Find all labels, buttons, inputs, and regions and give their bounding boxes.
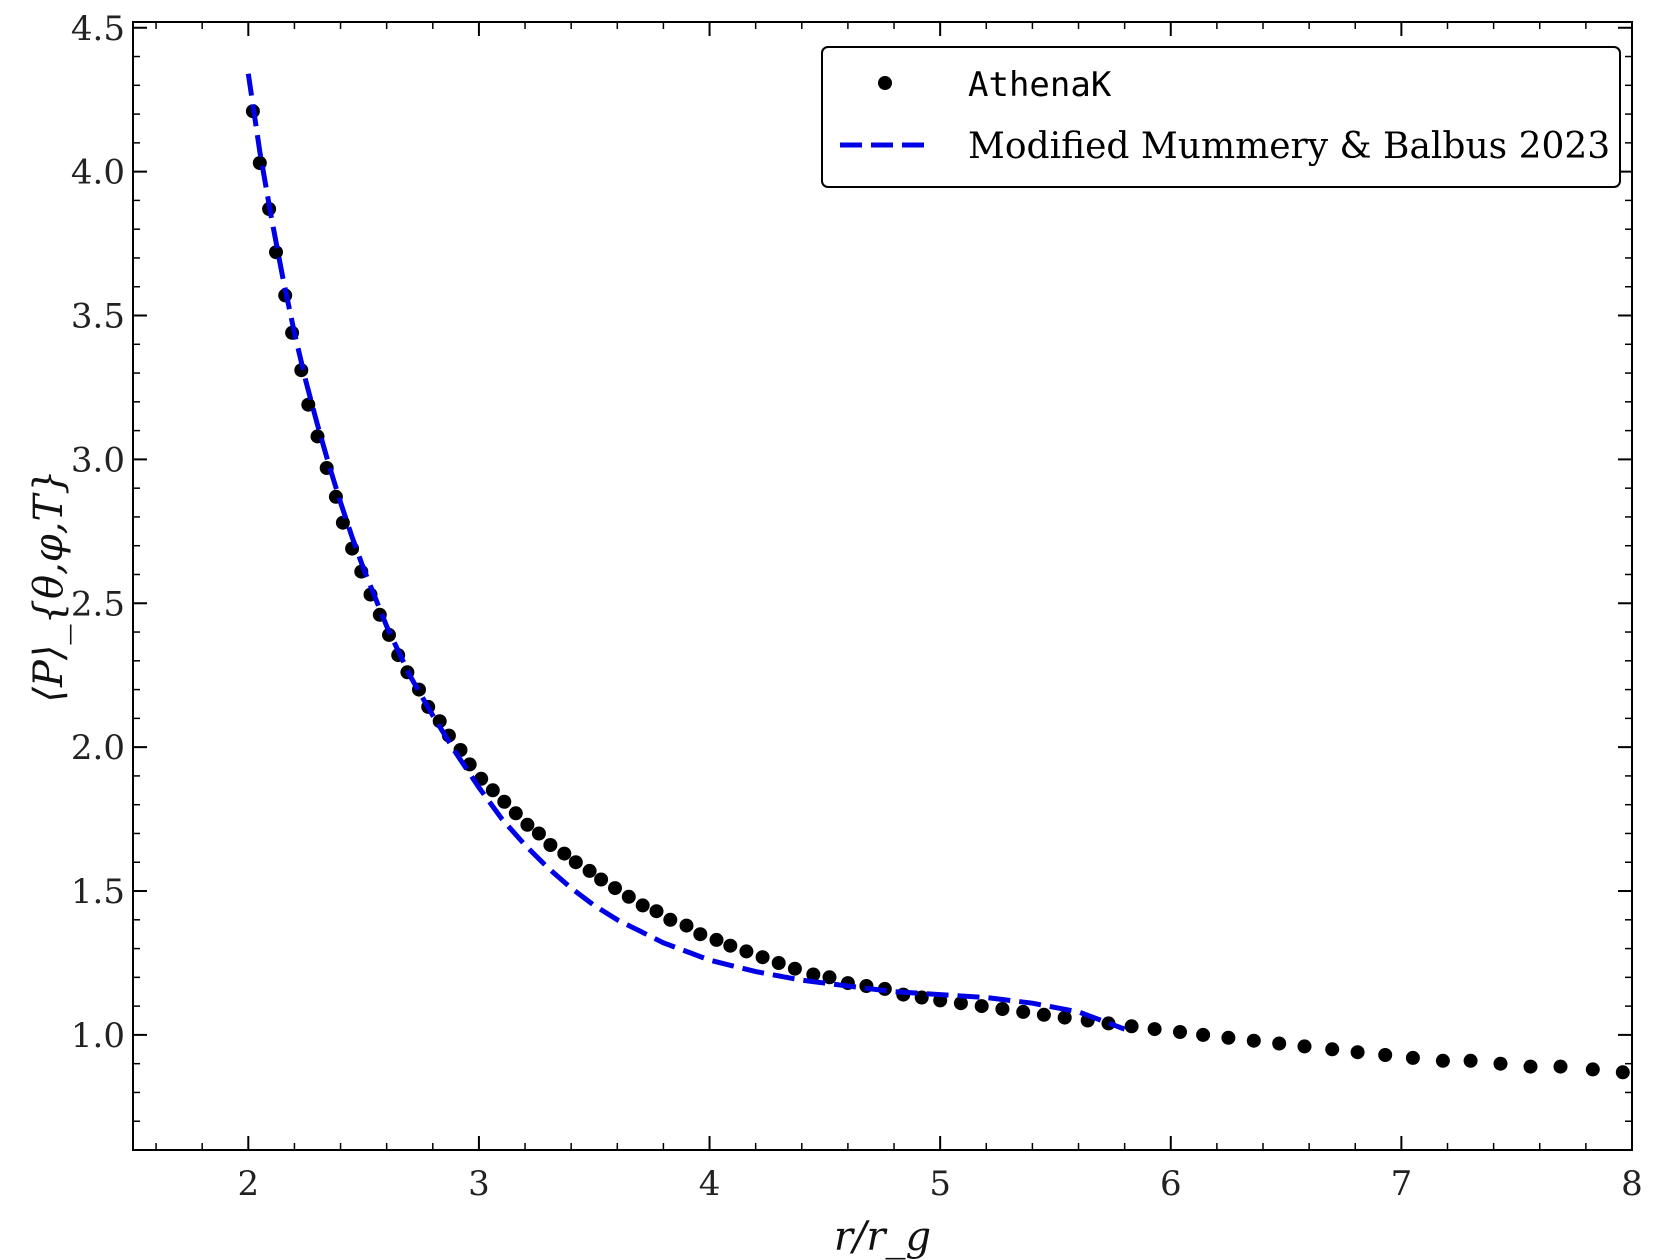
y-tick-label: 2.0 — [71, 728, 125, 768]
legend-box — [821, 46, 1621, 188]
data-point-athenak — [531, 826, 546, 841]
data-point-athenak — [557, 846, 572, 861]
data-point-athenak — [755, 950, 770, 965]
data-point-athenak — [1173, 1025, 1187, 1039]
data-point-athenak — [771, 956, 786, 970]
y-tick-label: 3.0 — [71, 440, 125, 480]
data-point-athenak — [995, 1002, 1010, 1016]
data-point-athenak — [520, 817, 535, 832]
data-point-athenak — [1147, 1022, 1162, 1037]
data-point-athenak — [608, 881, 622, 896]
data-point-athenak — [974, 999, 989, 1014]
legend: AthenaK Modified Mummery & Balbus 2023 — [821, 46, 1621, 188]
data-point-athenak — [739, 944, 754, 959]
data-point-athenak — [953, 996, 968, 1011]
x-axis-title: r/r_g — [834, 1214, 931, 1260]
plot-frame — [132, 21, 1633, 1151]
data-point-athenak — [301, 397, 316, 412]
y-axis-title-main: ⟨P⟩_{θ,φ,T} — [26, 469, 72, 702]
data-point-athenak — [1196, 1027, 1211, 1042]
legend-label-mummery-balbus: Modified Mummery & Balbus 2023 — [968, 126, 1610, 167]
x-axis-title-main: r/r_g — [834, 1214, 931, 1260]
data-point-athenak — [806, 967, 821, 982]
data-point-athenak — [723, 938, 738, 953]
data-point-athenak — [582, 863, 597, 878]
data-point-athenak — [709, 932, 724, 947]
data-point-athenak — [1585, 1062, 1600, 1077]
legend-marker-athenak — [878, 76, 892, 90]
data-point-athenak — [635, 898, 650, 913]
data-point-athenak — [335, 515, 350, 530]
series-athenak — [245, 104, 1630, 1080]
data-point-athenak — [497, 794, 512, 809]
data-point-athenak — [1493, 1056, 1508, 1071]
x-tick-label: 7 — [1391, 1164, 1413, 1204]
axis-ticks — [133, 22, 1633, 1150]
data-point-athenak — [693, 927, 708, 942]
data-point-athenak — [679, 918, 694, 933]
data-point-athenak — [1523, 1059, 1538, 1074]
x-tick-label: 2 — [237, 1164, 259, 1204]
data-point-athenak — [914, 990, 929, 1005]
y-tick-label: 1.5 — [71, 872, 125, 912]
x-tick-label: 3 — [468, 1164, 490, 1204]
data-point-athenak — [269, 245, 283, 260]
x-tick-label: 8 — [1621, 1164, 1643, 1204]
data-point-athenak — [508, 806, 523, 821]
data-point-athenak — [543, 838, 558, 852]
y-tick-label: 4.5 — [71, 9, 125, 49]
data-point-athenak — [1325, 1042, 1340, 1057]
x-tick-label: 6 — [1160, 1164, 1182, 1204]
data-point-athenak — [594, 872, 609, 887]
data-point-athenak — [1036, 1007, 1051, 1022]
data-point-athenak — [621, 889, 636, 904]
data-point-athenak — [1297, 1039, 1312, 1054]
y-axis-title: ⟨P⟩_{θ,φ,T} — [26, 469, 72, 702]
data-point-athenak — [663, 912, 678, 927]
data-point-athenak — [822, 970, 837, 985]
series-line-mummery-balbus — [245, 73, 1126, 1032]
x-tick-label: 4 — [699, 1164, 721, 1204]
legend-label-athenak: AthenaK — [968, 65, 1112, 105]
y-tick-labels: 1.0 1.5 2.0 2.5 3.0 3.5 4.0 4.5 — [71, 9, 125, 1056]
data-point-athenak — [1272, 1036, 1287, 1051]
data-point-athenak — [649, 904, 664, 919]
data-point-athenak — [1221, 1030, 1236, 1045]
data-point-athenak — [1553, 1059, 1568, 1074]
data-point-athenak — [1057, 1010, 1072, 1025]
x-tick-label: 5 — [929, 1164, 951, 1204]
data-point-athenak — [1124, 1019, 1139, 1034]
data-point-athenak — [1435, 1053, 1450, 1068]
data-point-athenak — [1016, 1004, 1031, 1019]
plot-marks — [245, 73, 1630, 1080]
y-tick-label: 4.0 — [71, 153, 125, 193]
y-tick-label: 3.5 — [71, 297, 125, 337]
y-tick-label: 1.0 — [71, 1016, 125, 1056]
data-point-athenak — [1350, 1045, 1365, 1060]
y-tick-label: 2.5 — [71, 584, 125, 624]
data-point-athenak — [1378, 1048, 1393, 1062]
data-point-athenak — [485, 783, 500, 798]
data-point-athenak — [1405, 1050, 1420, 1065]
data-point-athenak — [1615, 1065, 1630, 1080]
data-point-athenak — [1246, 1033, 1261, 1048]
x-tick-labels: 2 3 4 5 6 7 8 — [237, 1164, 1642, 1204]
data-point-athenak — [432, 714, 447, 729]
data-point-athenak — [568, 855, 583, 870]
data-point-athenak — [787, 961, 802, 976]
data-point-athenak — [1463, 1053, 1478, 1068]
